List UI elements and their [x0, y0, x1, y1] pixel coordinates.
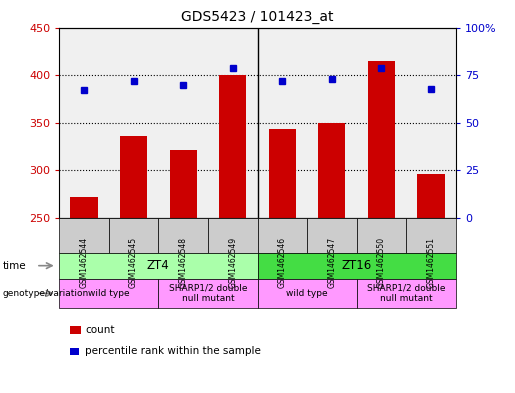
Text: GSM1462544: GSM1462544 [79, 237, 89, 288]
Text: ZT16: ZT16 [341, 259, 372, 272]
Text: percentile rank within the sample: percentile rank within the sample [85, 346, 261, 356]
Text: time: time [3, 261, 26, 271]
Bar [417, 174, 444, 218]
Text: GSM1462545: GSM1462545 [129, 237, 138, 288]
Text: GSM1462549: GSM1462549 [228, 237, 237, 288]
Bar [368, 61, 395, 218]
Bar [169, 151, 197, 218]
Bar [120, 136, 147, 218]
Text: GSM1462547: GSM1462547 [328, 237, 336, 288]
Text: wild type: wild type [286, 289, 328, 298]
Text: genotype/variation: genotype/variation [3, 289, 89, 298]
Text: GSM1462548: GSM1462548 [179, 237, 187, 288]
Bar [269, 129, 296, 218]
Text: wild type: wild type [88, 289, 130, 298]
Bar [318, 123, 346, 218]
Bar [71, 197, 98, 218]
Text: SHARP1/2 double
null mutant: SHARP1/2 double null mutant [367, 284, 445, 303]
Text: SHARP1/2 double
null mutant: SHARP1/2 double null mutant [169, 284, 247, 303]
Text: ZT4: ZT4 [147, 259, 170, 272]
Text: GSM1462546: GSM1462546 [278, 237, 287, 288]
Text: GSM1462550: GSM1462550 [377, 237, 386, 288]
Text: count: count [85, 325, 114, 335]
Text: GSM1462551: GSM1462551 [426, 237, 436, 288]
Bar [219, 75, 246, 218]
Text: GDS5423 / 101423_at: GDS5423 / 101423_at [181, 10, 334, 24]
